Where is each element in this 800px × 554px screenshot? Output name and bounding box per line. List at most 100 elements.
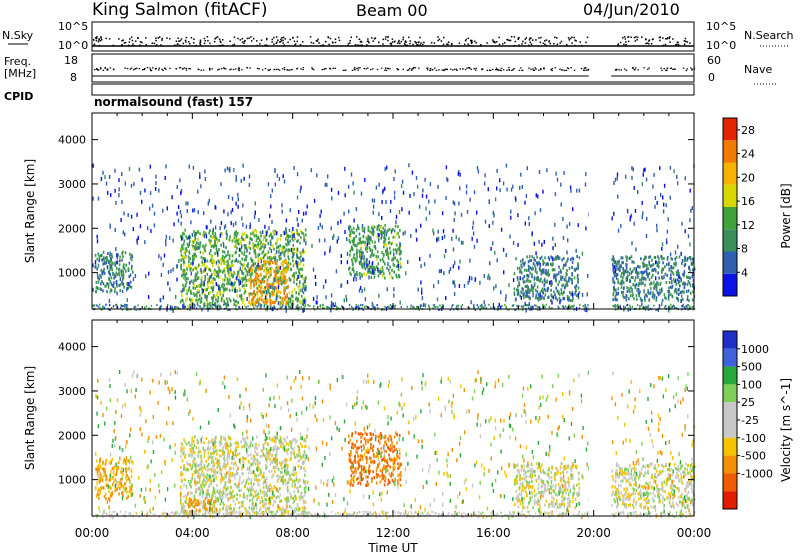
echo-cell [240, 440, 242, 444]
echo-cell [433, 304, 436, 307]
echo-cell [690, 208, 692, 213]
echo-cell [202, 269, 205, 273]
echo-cell [209, 307, 211, 309]
echo-cell [642, 211, 644, 216]
freq-point [540, 68, 542, 70]
echo-cell [214, 492, 216, 496]
echo-cell [550, 299, 552, 302]
freq-point [532, 69, 535, 72]
echo-cell [385, 200, 387, 204]
echo-cell [313, 198, 316, 203]
echo-cell [505, 305, 507, 308]
echo-cell [377, 267, 379, 272]
freq-point [217, 69, 219, 71]
freq-point [332, 67, 335, 69]
echo-cell [353, 231, 355, 235]
echo-cell [362, 234, 365, 238]
echo-cell [215, 274, 218, 278]
echo-cell [541, 242, 543, 247]
echo-cell [114, 275, 117, 279]
echo-cell [229, 278, 231, 282]
echo-cell [381, 274, 384, 278]
echo-cell [536, 285, 539, 289]
echo-cell [257, 285, 260, 289]
echo-cell [162, 295, 165, 300]
echo-cell [129, 285, 131, 289]
echo-cell [391, 258, 393, 262]
echo-cell [221, 232, 223, 236]
nsky-point [282, 42, 284, 44]
echo-cell [489, 276, 491, 281]
echo-cell [652, 263, 655, 266]
nsky-point [260, 39, 263, 41]
echo-cell [242, 163, 244, 168]
echo-cell [529, 289, 531, 293]
echo-cell [547, 272, 549, 276]
freq-point [434, 67, 436, 69]
echo-cell [249, 292, 252, 296]
echo-cell [375, 185, 378, 190]
echo-cell [201, 287, 203, 291]
echo-cell [243, 263, 245, 267]
echo-cell [212, 288, 214, 291]
echo-cell [646, 216, 648, 221]
echo-cell [689, 284, 692, 288]
nsky-point [390, 42, 393, 45]
echo-cell [639, 265, 641, 269]
echo-cell [283, 252, 285, 256]
echo-cell [620, 285, 623, 289]
echo-cell [250, 266, 252, 270]
echo-cell [257, 260, 259, 264]
echo-cell [542, 306, 544, 309]
nsky-point [157, 37, 160, 39]
echo-cell [656, 281, 658, 285]
echo-cell [490, 306, 492, 309]
echo-cell [688, 299, 690, 303]
nsky-point [271, 41, 273, 43]
echo-cell [228, 257, 231, 261]
echo-cell [127, 476, 130, 480]
nsky-point [397, 41, 400, 43]
echo-cell [240, 241, 242, 245]
echo-cell [183, 250, 186, 254]
echo-cell [617, 304, 619, 307]
echo-cell [468, 278, 471, 283]
echo-cell [354, 273, 356, 278]
echo-cell [207, 307, 209, 312]
echo-cell [348, 266, 351, 270]
nsky-point [367, 38, 369, 40]
echo-cell [259, 266, 262, 270]
echo-cell [264, 302, 267, 306]
echo-cell [227, 212, 229, 217]
echo-cell [276, 278, 279, 282]
echo-cell [640, 298, 642, 302]
echo-cell [259, 272, 262, 276]
nsky-point [179, 44, 181, 47]
nsky-point [158, 36, 161, 38]
freq-point [488, 69, 491, 71]
nsky-point [391, 38, 394, 40]
nsky-point [385, 36, 387, 38]
echo-cell [235, 175, 237, 179]
echo-cell [552, 295, 555, 300]
echo-cell [249, 273, 251, 277]
echo-cell [558, 271, 560, 276]
echo-cell [130, 285, 133, 289]
echo-cell [300, 306, 302, 309]
echo-cell [239, 260, 241, 264]
echo-cell [282, 280, 285, 284]
echo-cell [256, 305, 258, 308]
echo-cell [527, 304, 529, 307]
echo-cell [567, 304, 570, 307]
echo-cell [263, 303, 266, 306]
echo-cell [185, 299, 187, 302]
echo-cell [273, 270, 275, 273]
echo-cell [360, 304, 362, 307]
echo-cell [285, 301, 288, 305]
nsky-point [467, 43, 469, 45]
echo-cell [200, 277, 203, 281]
echo-cell [110, 461, 113, 465]
freq-point [618, 69, 620, 71]
echo-cell [546, 262, 549, 266]
echo-cell [250, 257, 252, 261]
